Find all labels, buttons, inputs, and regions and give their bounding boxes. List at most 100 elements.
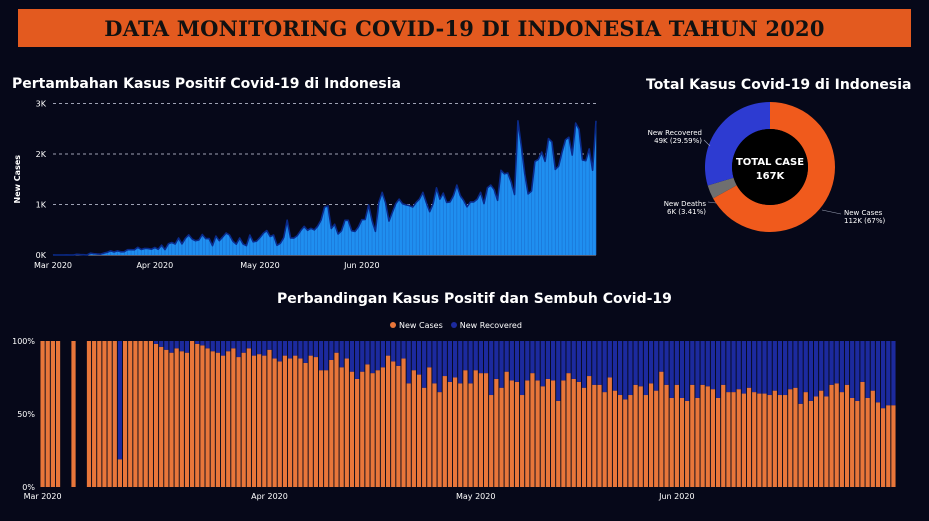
bar-new-recovered <box>777 341 783 396</box>
bar-new-recovered <box>313 341 318 358</box>
legend-swatch-new-recovered <box>450 322 457 328</box>
bar-new-recovered <box>241 341 246 353</box>
bar-new-recovered <box>246 341 251 349</box>
bar-new-recovered <box>850 341 855 398</box>
bar-new-recovered <box>824 341 829 397</box>
bar-new-cases <box>679 397 685 487</box>
bar-new-recovered <box>685 341 690 401</box>
bar-new-cases <box>411 370 416 487</box>
bar-new-recovered <box>654 341 659 391</box>
bar-new-cases <box>540 386 545 487</box>
bar-new-recovered <box>726 341 731 393</box>
bar-new-recovered <box>643 341 649 396</box>
donut-value-new-recovered: 49K (29.59%) <box>654 137 702 145</box>
line-chart-xtick-label: Apr 2020 <box>136 261 173 270</box>
bar-new-cases <box>880 408 886 487</box>
bar-new-recovered <box>844 341 850 385</box>
bar-new-cases <box>133 341 138 487</box>
bar-new-cases <box>504 371 509 487</box>
bar-new-recovered <box>623 341 628 400</box>
bar-new-cases <box>592 384 597 487</box>
bar-new-cases <box>824 396 829 487</box>
line-chart-ytick-label: 1K <box>36 201 47 210</box>
line-chart-ylabel: New Cases <box>13 155 22 204</box>
bar-new-recovered <box>602 341 607 393</box>
bar-new-recovered <box>530 341 535 374</box>
bar-new-recovered <box>287 341 293 359</box>
bar-chart-xtick-label: May 2020 <box>456 492 495 501</box>
bar-new-recovered <box>566 341 571 374</box>
bar-chart-legend: New Cases New Recovered <box>390 319 526 331</box>
bar-new-recovered <box>571 341 576 379</box>
bar-new-recovered <box>468 341 473 384</box>
bar-new-recovered <box>210 341 215 352</box>
bar-new-cases <box>736 389 741 487</box>
bar-new-recovered <box>226 341 231 352</box>
bar-new-recovered <box>788 341 793 390</box>
bar-new-cases <box>623 399 628 487</box>
bar-new-cases <box>685 400 690 487</box>
bar-new-cases <box>844 384 850 487</box>
bar-new-cases <box>308 355 313 487</box>
bar-new-cases <box>215 352 221 487</box>
bar-new-recovered <box>891 341 896 406</box>
bar-new-recovered <box>200 341 205 346</box>
bar-new-cases <box>138 341 143 487</box>
bar-new-recovered <box>865 341 870 398</box>
bar-new-cases <box>514 381 520 487</box>
bar-new-cases <box>174 348 179 487</box>
bar-new-cases <box>777 395 783 487</box>
bar-new-cases <box>148 341 153 487</box>
bar-new-recovered <box>514 341 520 382</box>
bar-new-cases <box>855 400 860 487</box>
bar-new-cases <box>664 384 669 487</box>
bar-new-recovered <box>757 341 762 394</box>
bar-new-cases <box>648 383 654 487</box>
bar-new-recovered <box>370 341 375 374</box>
bar-new-cases <box>210 351 215 487</box>
bar-new-recovered <box>375 341 380 371</box>
bar-new-recovered <box>731 341 736 393</box>
donut-value-new-deaths: 6K (3.41%) <box>667 208 706 216</box>
bar-new-cases <box>262 355 267 487</box>
bar-new-cases <box>432 383 437 487</box>
bar-new-cases <box>628 395 633 487</box>
bar-new-recovered <box>592 341 597 385</box>
bar-new-cases <box>251 355 257 487</box>
bar-new-recovered <box>752 341 757 393</box>
bar-new-cases <box>839 392 844 487</box>
bar-new-recovered <box>829 341 834 385</box>
bar-new-cases <box>349 371 355 487</box>
bar-new-cases <box>571 378 576 487</box>
comparison-stacked-bar-chart: 0% 50% 100% Mar 2020 Apr 2020 May 2020 Jun 202… <box>12 337 896 501</box>
bar-new-cases <box>128 341 133 487</box>
bar-new-recovered <box>365 341 370 365</box>
bar-new-recovered <box>540 341 545 387</box>
bar-new-cases <box>287 358 293 487</box>
bar-new-cases <box>220 355 226 487</box>
bar-new-cases <box>241 352 246 487</box>
bar-new-recovered <box>324 341 329 371</box>
bar-new-recovered <box>391 341 396 362</box>
bar-new-recovered <box>880 341 886 409</box>
bar-new-cases <box>282 355 288 487</box>
bar-new-recovered <box>262 341 267 356</box>
bar-new-cases <box>416 374 422 487</box>
bar-chart-xtick-label: Mar 2020 <box>24 492 62 501</box>
bar-new-recovered <box>344 341 349 359</box>
bar-new-recovered <box>674 341 679 385</box>
bar-new-recovered <box>509 341 514 381</box>
bar-new-cases <box>437 392 442 487</box>
bar-new-cases <box>257 354 262 487</box>
bar-new-recovered <box>427 341 432 368</box>
bar-new-cases <box>298 358 303 487</box>
bar-new-recovered <box>442 341 447 377</box>
bar-new-recovered <box>494 341 499 379</box>
bar-new-cases <box>406 383 411 487</box>
bar-new-cases <box>329 359 334 487</box>
bar-chart-ytick-label: 50% <box>17 410 35 419</box>
line-chart-ytick-label: 2K <box>36 150 47 159</box>
bar-new-recovered <box>659 341 664 372</box>
bar-new-cases <box>638 386 643 487</box>
bar-new-recovered <box>272 341 277 359</box>
